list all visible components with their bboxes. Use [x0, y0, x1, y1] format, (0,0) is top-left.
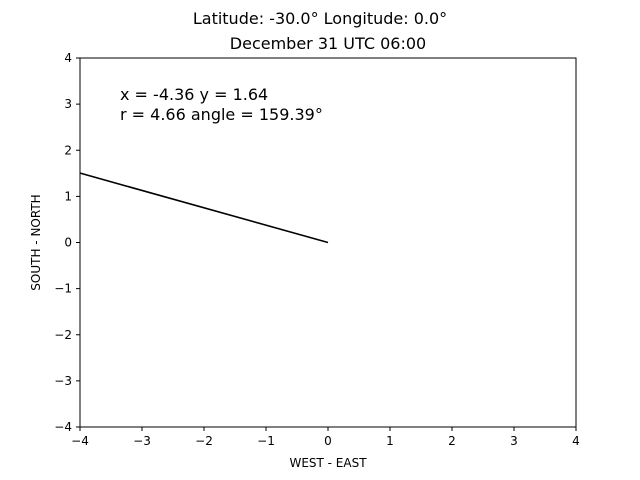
- y-tick-label: 2: [64, 143, 72, 157]
- y-tick-label: −1: [54, 282, 72, 296]
- series-layer: [80, 172, 329, 244]
- x-tick-label: −4: [71, 434, 89, 448]
- series-line-0: [80, 172, 329, 244]
- x-axis-label: WEST - EAST: [289, 456, 367, 470]
- y-axis-label: SOUTH - NORTH: [29, 194, 43, 290]
- chart-title: Latitude: -30.0° Longitude: 0.0°: [193, 9, 447, 28]
- y-tick-label: 1: [64, 189, 72, 203]
- y-tick-label: 3: [64, 97, 72, 111]
- y-tick-label: −4: [54, 420, 72, 434]
- y-tick-label: 0: [64, 236, 72, 250]
- x-tick-label: −2: [195, 434, 213, 448]
- annotation-xy: x = -4.36 y = 1.64: [120, 85, 268, 104]
- x-tick-label: 1: [386, 434, 394, 448]
- y-tick-label: −2: [54, 328, 72, 342]
- x-tick-label: 2: [448, 434, 456, 448]
- chart-subtitle: December 31 UTC 06:00: [230, 34, 426, 53]
- annotation-polar: r = 4.66 angle = 159.39°: [120, 105, 323, 124]
- y-tick-label: −3: [54, 374, 72, 388]
- y-tick-label: 4: [64, 51, 72, 65]
- x-tick-label: 4: [572, 434, 580, 448]
- x-tick-label: 0: [324, 434, 332, 448]
- x-axis-ticks: −4 −3 −2 −1 0 1 2 3 4: [71, 427, 580, 448]
- x-tick-label: −1: [257, 434, 275, 448]
- y-axis-ticks: −4 −3 −2 −1 0 1 2 3 4: [54, 51, 80, 434]
- x-tick-label: −3: [133, 434, 151, 448]
- x-tick-label: 3: [510, 434, 518, 448]
